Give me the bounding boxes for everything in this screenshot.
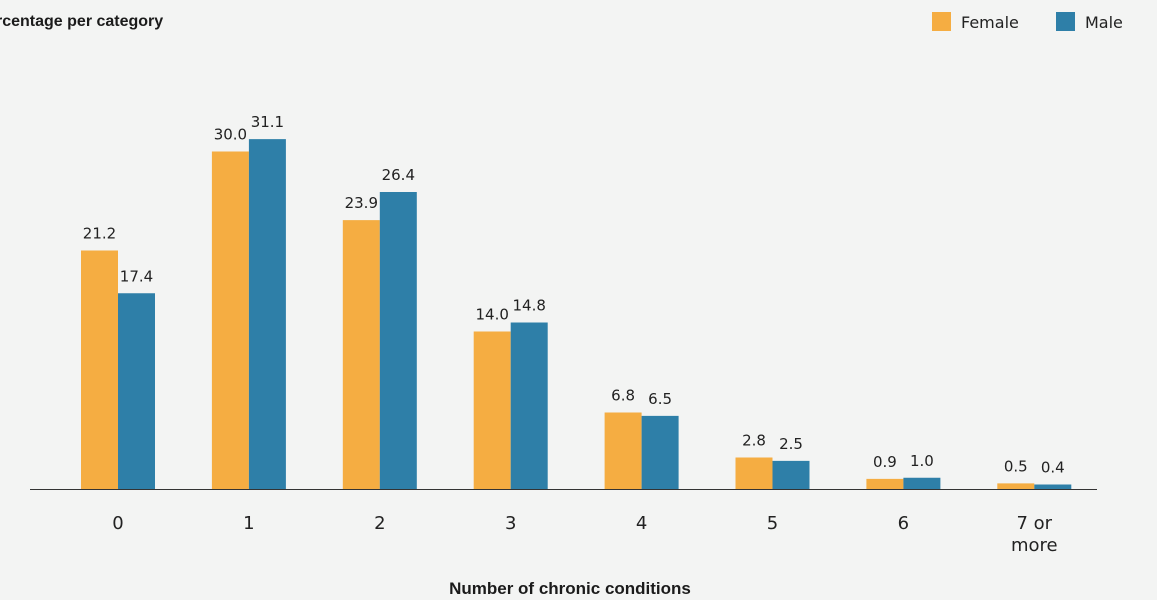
x-axis-label: Number of chronic conditions — [449, 579, 691, 598]
value-label-female-5: 2.8 — [742, 432, 766, 450]
value-label-female-3: 14.0 — [475, 306, 508, 324]
y-axis-label: rcentage per category — [0, 13, 163, 30]
x-tick-label-7: 7 or more — [1011, 513, 1058, 556]
value-label-female-7: 0.5 — [1004, 457, 1028, 475]
x-tick-label-1: 1 — [243, 513, 254, 534]
bar-male-0[interactable] — [118, 293, 155, 489]
bars — [81, 139, 1072, 490]
bar-male-4[interactable] — [641, 415, 679, 489]
x-tick-labels: 0 1 2 3 4 5 6 7 or more — [112, 513, 1057, 556]
value-label-male-7: 0.4 — [1041, 459, 1065, 477]
bar-male-7[interactable] — [1034, 484, 1072, 490]
legend-swatch-male — [1056, 12, 1075, 31]
bar-female-0[interactable] — [81, 250, 118, 490]
bar-female-4[interactable] — [604, 412, 642, 490]
value-label-female-1: 30.0 — [214, 126, 247, 144]
x-tick-label-2: 2 — [374, 513, 385, 534]
value-label-male-3: 14.8 — [512, 297, 545, 315]
x-tick-label-0: 0 — [112, 513, 123, 534]
bar-male-3[interactable] — [510, 322, 548, 490]
value-label-female-0: 21.2 — [83, 225, 116, 243]
x-tick-label-3: 3 — [505, 513, 516, 534]
bar-male-1[interactable] — [248, 139, 286, 489]
value-label-male-2: 26.4 — [382, 166, 415, 184]
value-label-male-5: 2.5 — [779, 435, 803, 453]
legend-item-female[interactable]: Female — [932, 12, 1019, 32]
legend-label-male: Male — [1085, 13, 1123, 32]
bar-female-5[interactable] — [735, 457, 773, 490]
bar-female-1[interactable] — [211, 151, 249, 490]
value-label-female-6: 0.9 — [873, 453, 897, 471]
value-label-female-2: 23.9 — [345, 194, 378, 212]
bar-male-5[interactable] — [772, 460, 810, 489]
bar-male-6[interactable] — [903, 477, 941, 489]
bar-male-2[interactable] — [379, 192, 417, 489]
legend-label-female: Female — [961, 13, 1019, 32]
bar-female-2[interactable] — [342, 220, 380, 489]
value-label-female-4: 6.8 — [611, 387, 635, 405]
bar-female-7[interactable] — [997, 483, 1035, 489]
bar-female-3[interactable] — [473, 331, 511, 490]
bar-female-6[interactable] — [866, 478, 904, 489]
x-tick-label-4: 4 — [636, 513, 647, 534]
x-tick-label-6: 6 — [898, 513, 909, 534]
x-tick-label-5: 5 — [767, 513, 778, 534]
legend-item-male[interactable]: Male — [1056, 12, 1123, 32]
value-labels: 21.2 17.4 30.031.1 23.926.4 14.0 14.8 6.8 6.5 2.… — [83, 113, 1065, 476]
value-label-male-6: 1.0 — [910, 452, 934, 470]
legend: Female Male — [932, 12, 1123, 32]
value-label-male-0: 17.4 — [120, 267, 153, 285]
value-label-male-4: 6.5 — [648, 390, 672, 408]
legend-swatch-female — [932, 12, 951, 31]
value-label-male-1: 31.1 — [251, 113, 284, 131]
